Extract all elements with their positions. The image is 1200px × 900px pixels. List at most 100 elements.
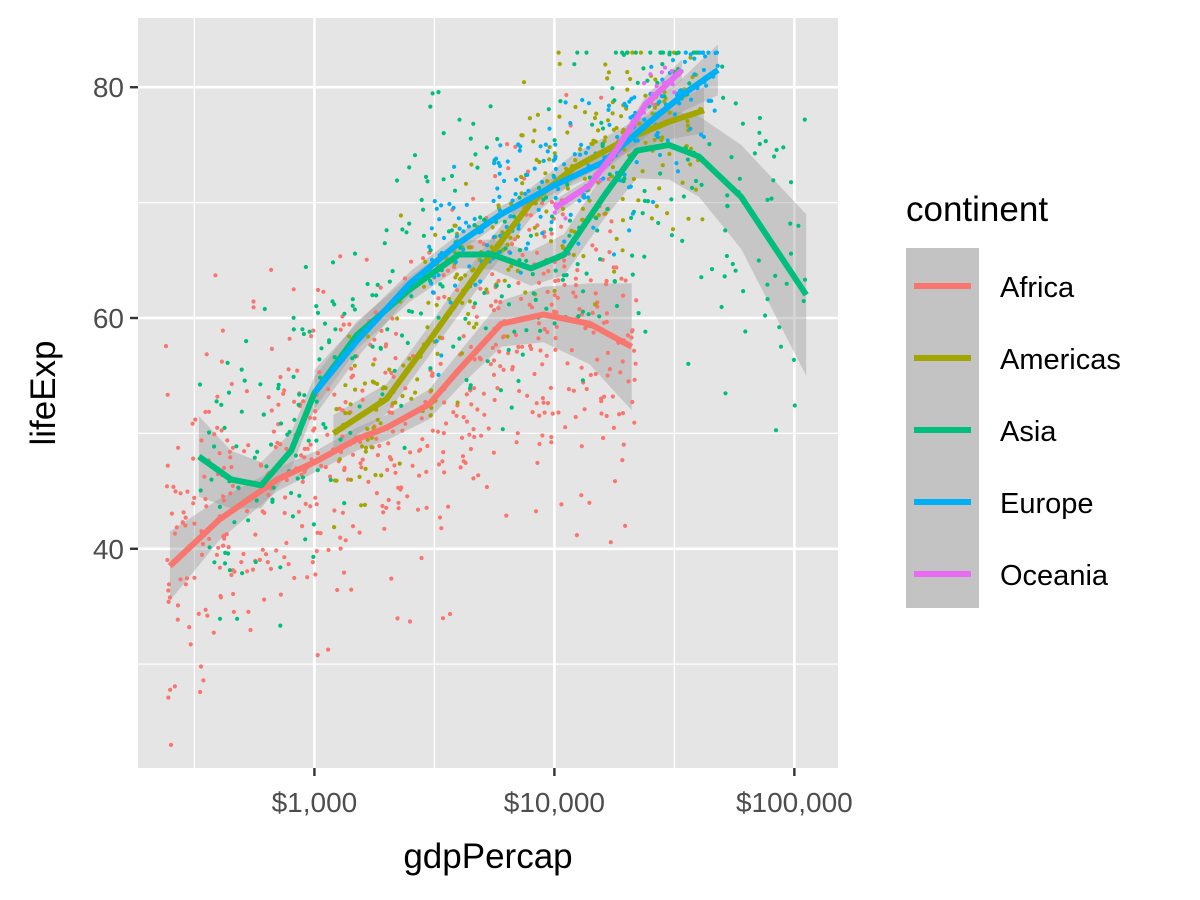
point-europe [517,148,522,153]
point-africa [632,348,637,353]
point-asia [757,115,763,121]
point-africa [481,391,486,396]
point-asia [292,417,297,422]
point-asia [552,138,557,143]
point-europe [448,300,453,305]
point-africa [245,508,250,514]
point-africa [218,593,223,599]
point-africa [385,467,390,472]
point-africa [553,347,558,352]
point-africa [229,572,234,578]
point-asia [425,179,430,184]
point-americas [363,466,368,471]
point-africa [286,367,291,372]
point-africa [390,316,395,321]
point-americas [688,55,693,60]
point-africa [260,547,265,552]
point-africa [493,342,498,347]
point-asia [773,273,778,278]
point-asia [499,294,504,299]
point-africa [497,349,502,354]
point-europe [536,207,541,212]
point-africa [582,407,587,412]
point-africa [593,371,598,377]
point-asia [723,391,728,396]
point-europe [553,166,559,172]
point-asia [774,147,779,152]
point-europe [552,175,557,180]
point-asia [214,399,219,404]
point-asia [222,561,228,566]
point-asia [788,180,794,185]
point-africa [305,446,310,451]
point-africa [172,531,177,536]
point-africa [269,267,274,272]
point-asia [765,282,770,287]
point-africa [263,552,269,557]
point-africa [248,627,253,633]
point-asia [278,623,283,628]
point-asia [235,616,240,621]
point-asia [669,197,674,202]
point-asia [656,220,661,226]
point-africa [409,259,414,264]
point-europe [549,219,554,225]
point-asia [352,307,357,312]
point-americas [653,77,658,82]
point-africa [550,411,555,416]
point-asia [680,238,685,243]
point-africa [213,273,218,278]
point-africa [417,473,422,478]
point-africa [634,298,639,303]
point-asia [669,233,675,238]
point-africa [178,577,183,582]
point-oceania [642,81,647,86]
point-africa [328,474,333,479]
point-africa [533,509,539,514]
point-asia [394,178,400,183]
point-africa [549,231,554,236]
point-asia [567,233,572,238]
point-asia [502,219,507,224]
point-africa [542,234,547,239]
point-americas [359,444,365,449]
point-americas [523,290,528,295]
point-asia [315,310,321,315]
point-asia [506,347,511,353]
point-africa [338,535,343,540]
point-americas [460,300,465,306]
point-africa [292,575,297,581]
point-africa [374,491,379,496]
smooth-line-americas [331,107,705,436]
point-africa [187,625,192,630]
point-asia [449,173,455,179]
point-africa [332,508,337,513]
point-asia [757,141,762,147]
point-africa [360,397,365,402]
point-africa [436,462,442,467]
point-africa [220,328,225,333]
point-europe [439,203,444,208]
y-tick-label: 60 [93,303,124,334]
point-africa [340,408,345,413]
point-asia [428,104,433,109]
point-africa [171,484,176,489]
point-asia [648,50,653,55]
point-europe [526,188,531,193]
point-asia [630,253,635,258]
point-europe [497,163,503,169]
point-asia [482,217,487,222]
point-oceania [669,69,674,74]
point-americas [610,165,616,170]
legend-label-asia: Asia [1000,416,1057,448]
point-africa [241,551,246,557]
smooth-line-europe [312,67,720,395]
point-asia [297,493,302,498]
point-asia [658,171,663,176]
point-africa [593,291,598,296]
point-africa [165,557,170,563]
point-asia [350,303,355,308]
point-africa [554,324,559,329]
point-asia [197,382,203,387]
point-americas [463,273,468,278]
